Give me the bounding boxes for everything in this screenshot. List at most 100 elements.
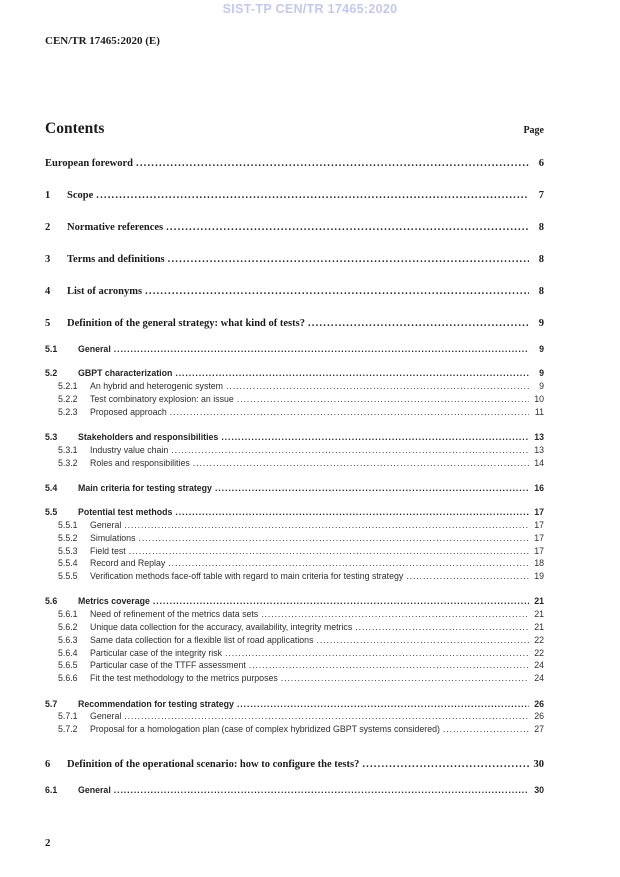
toc-leader-dots <box>129 546 529 556</box>
toc-leader-dots <box>362 759 529 770</box>
toc-entry-number: 5.2.2 <box>58 393 78 404</box>
toc-leader-dots <box>166 222 529 233</box>
toc-entry-number: 5.6.3 <box>58 634 78 645</box>
toc-entry-number: 5.5.5 <box>58 571 78 582</box>
toc-entry: 5.5.2 Simulations 17 <box>45 533 544 545</box>
toc-leader-dots <box>226 381 529 391</box>
toc-entry: 5.6.4 Particular case of the integrity r… <box>45 648 544 660</box>
toc-entry-number: 5.7.2 <box>58 724 78 735</box>
toc-entry: 5.3.2 Roles and responsibilities 14 <box>45 458 544 470</box>
toc-entry-title: Main criteria for testing strategy <box>78 482 212 493</box>
toc-entry-page: 6 <box>538 158 544 169</box>
toc-entry-number: 5.6.4 <box>58 647 78 658</box>
toc-leader-dots <box>443 724 529 734</box>
toc-entry-page: 17 <box>534 507 544 518</box>
toc-entry: 5 Definition of the general strategy: wh… <box>45 318 544 331</box>
toc-entry-number: 5 <box>45 318 51 329</box>
toc-entry-page: 8 <box>538 254 544 265</box>
toc-entry-number: 5.2.1 <box>58 381 78 392</box>
toc-entry-page: 22 <box>534 634 544 645</box>
toc-entry-page: 21 <box>534 596 544 607</box>
toc-leader-dots <box>406 571 529 581</box>
toc-entry-page: 22 <box>534 647 544 658</box>
toc-entry-page: 24 <box>534 673 544 684</box>
footer-page-number: 2 <box>45 837 51 849</box>
toc-header: Contents Page <box>45 120 544 138</box>
toc-leader-dots <box>355 622 529 632</box>
toc-entry-number: 4 <box>45 286 51 297</box>
toc-entry-title: Simulations <box>90 532 136 543</box>
toc-leader-dots <box>124 711 529 721</box>
toc-entry: 2 Normative references 8 <box>45 222 544 235</box>
toc-entry-title: Particular case of the TTFF assessment <box>90 660 246 671</box>
toc-entry: 4 List of acronyms 8 <box>45 286 544 299</box>
toc-entry-number: 5.5.1 <box>58 519 78 530</box>
toc-entry-page: 16 <box>534 482 544 493</box>
toc-entry: 5.5 Potential test methods 17 <box>45 507 544 519</box>
toc-entry-number: 5.6 <box>45 596 58 607</box>
toc-entry-title: Normative references <box>67 222 164 233</box>
toc-entry-page: 11 <box>534 406 544 417</box>
toc-entry-page: 24 <box>534 660 544 671</box>
toc-entry-page: 9 <box>538 318 544 329</box>
toc-leader-dots <box>114 785 529 795</box>
toc-entry-title: Scope <box>67 190 94 201</box>
toc-title: Contents <box>45 120 105 137</box>
toc-entry-title: Roles and responsibilities <box>90 457 190 468</box>
toc-entry-page: 8 <box>538 222 544 233</box>
toc-leader-dots <box>114 344 529 354</box>
toc-entry-title: Terms and definitions <box>67 254 165 265</box>
toc-entry: 5.2.2 Test combinatory explosion: an iss… <box>45 394 544 406</box>
toc-entry: 5.7.1 General 26 <box>45 711 544 723</box>
toc-entry-page: 14 <box>534 457 544 468</box>
toc-entry-number: 5.5.4 <box>58 558 78 569</box>
toc-leader-dots <box>96 190 529 201</box>
toc-entry-title: Field test <box>90 545 126 556</box>
toc-entry-number: 5.7.1 <box>58 711 78 722</box>
toc-entry-title: Unique data collection for the accuracy,… <box>90 622 353 633</box>
toc-entry-page: 17 <box>534 545 544 556</box>
toc-entry-title: Definition of the operational scenario: … <box>67 759 360 771</box>
toc-leader-dots <box>308 318 529 329</box>
toc-entry-page: 13 <box>534 444 544 455</box>
toc-entry-title: Potential test methods <box>78 507 173 518</box>
toc-entry: 5.6.5 Particular case of the TTFF assess… <box>45 660 544 672</box>
toc-entry: 6.1 General 30 <box>45 785 544 797</box>
toc-entry-title: An hybrid and heterogenic system <box>90 381 224 392</box>
toc-entry: 5.1 General 9 <box>45 344 544 356</box>
toc-entry-page: 19 <box>534 571 544 582</box>
toc-entry-number: 5.5.3 <box>58 545 78 556</box>
toc-entry: 5.7 Recommendation for testing strategy … <box>45 699 544 711</box>
toc-entry-title: General <box>78 344 111 354</box>
toc-entry-page: 9 <box>539 381 544 392</box>
toc-entry: 5.4 Main criteria for testing strategy 1… <box>45 483 544 495</box>
toc-entry: 6 Definition of the operational scenario… <box>45 759 544 772</box>
toc-entry-title: General <box>90 711 122 722</box>
toc-leader-dots <box>281 673 529 683</box>
toc-leader-dots <box>261 609 529 619</box>
toc-entry-number: 5.5 <box>45 507 58 518</box>
toc-leader-dots <box>138 533 529 543</box>
toc-entry-title: Metrics coverage <box>78 596 150 607</box>
toc-leader-dots <box>170 407 529 417</box>
toc-entry-title: Proposal for a homologation plan (case o… <box>90 724 440 735</box>
toc-leader-dots <box>249 660 529 670</box>
toc-entry-number: 1 <box>45 190 51 201</box>
toc-entry: 5.5.1 General 17 <box>45 520 544 532</box>
toc-entry-page: 26 <box>534 698 544 709</box>
toc-entry-page: 30 <box>533 759 545 771</box>
toc-entry-page: 17 <box>534 519 544 530</box>
toc-entry-number: 5.3.2 <box>58 457 78 468</box>
toc-entry-number: 5.3.1 <box>58 444 78 455</box>
toc-entry-number: 5.6.5 <box>58 660 78 671</box>
toc-entry: 5.6.1 Need of refinement of the metrics … <box>45 609 544 621</box>
toc-entry-list: European foreword 6 1 Scope 7 2 Normativ… <box>45 158 544 798</box>
toc-entry-number: 5.1 <box>45 344 58 354</box>
toc-entry-title: Record and Replay <box>90 558 166 569</box>
document-reference: CEN/TR 17465:2020 (E) <box>45 35 160 47</box>
toc-entry-title: Fit the test methodology to the metrics … <box>90 673 278 684</box>
toc-entry: 5.5.4 Record and Replay 18 <box>45 558 544 570</box>
toc-entry: 5.7.2 Proposal for a homologation plan (… <box>45 724 544 736</box>
toc-entry: 3 Terms and definitions 8 <box>45 254 544 267</box>
toc-entry-title: Verification methods face-off table with… <box>90 571 404 582</box>
